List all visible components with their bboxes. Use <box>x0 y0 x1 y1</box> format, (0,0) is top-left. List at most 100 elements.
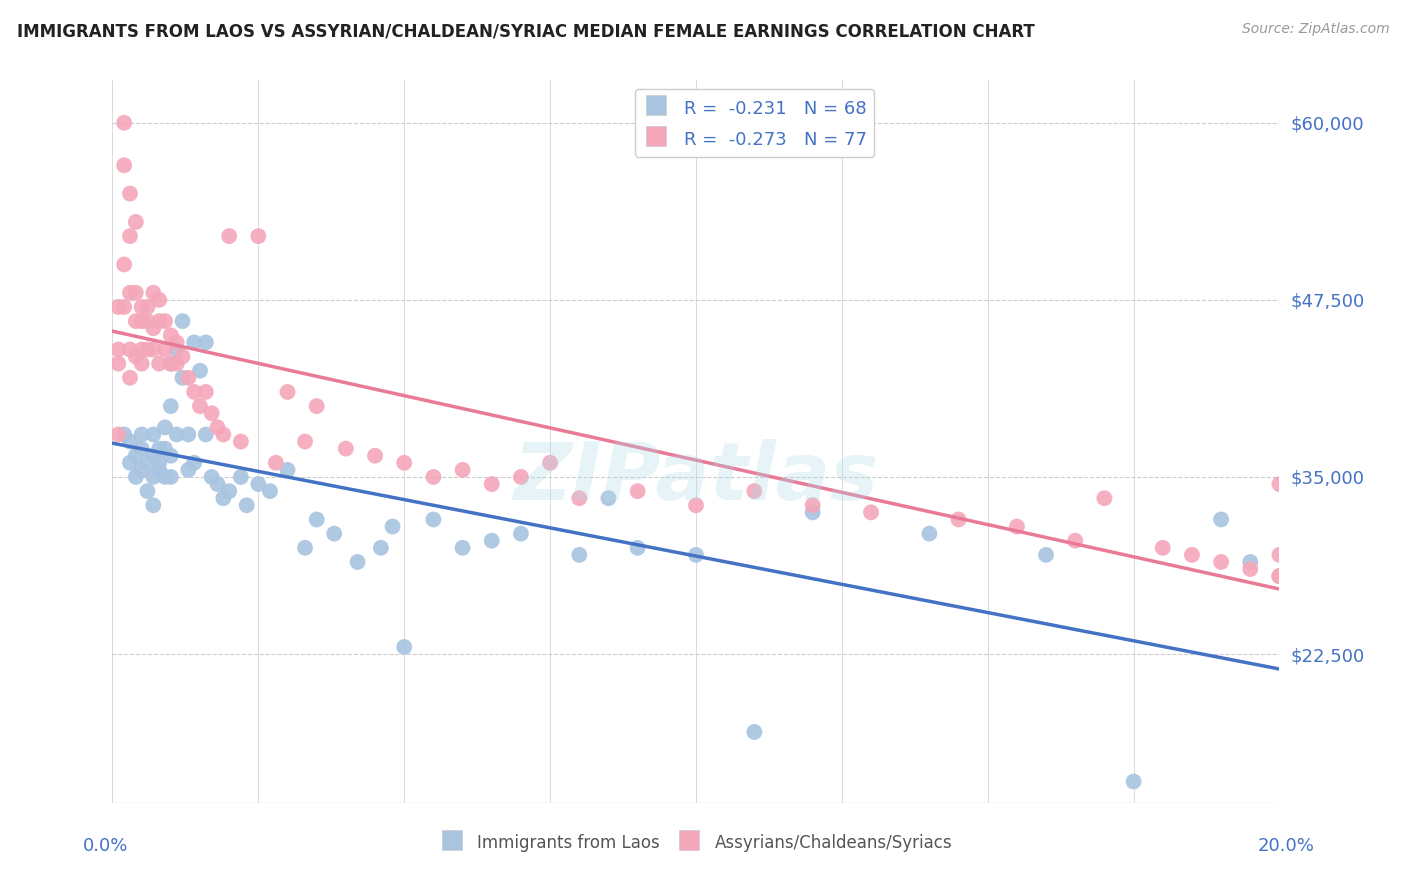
Point <box>112 257 135 271</box>
Point <box>1122 774 1144 789</box>
Point <box>568 548 591 562</box>
Point <box>394 456 416 470</box>
Point <box>153 470 176 484</box>
Point <box>264 456 287 470</box>
Point <box>142 343 165 357</box>
Point <box>118 186 141 201</box>
Point <box>481 533 503 548</box>
Point <box>294 541 316 555</box>
Point <box>172 314 194 328</box>
Text: ZIPatlas: ZIPatlas <box>513 439 879 516</box>
Point <box>112 300 135 314</box>
Point <box>685 498 707 512</box>
Point <box>451 463 474 477</box>
Point <box>148 357 170 371</box>
Point <box>207 420 229 434</box>
Point <box>1268 569 1291 583</box>
Point <box>148 456 170 470</box>
Point <box>218 229 240 244</box>
Text: 20.0%: 20.0% <box>1258 837 1315 855</box>
Point <box>259 484 281 499</box>
Text: Source: ZipAtlas.com: Source: ZipAtlas.com <box>1241 22 1389 37</box>
Point <box>142 470 165 484</box>
Point <box>194 427 217 442</box>
Text: 0.0%: 0.0% <box>83 837 128 855</box>
Point <box>207 477 229 491</box>
Point <box>1268 569 1291 583</box>
Point <box>1181 548 1204 562</box>
Point <box>685 548 707 562</box>
Point <box>598 491 620 506</box>
Point <box>742 484 765 499</box>
Point <box>481 477 503 491</box>
Point <box>125 350 148 364</box>
Point <box>212 427 235 442</box>
Point <box>276 384 298 399</box>
Point <box>305 512 328 526</box>
Point <box>118 343 141 357</box>
Point <box>107 300 129 314</box>
Point <box>131 300 153 314</box>
Point <box>125 314 148 328</box>
Point <box>142 321 165 335</box>
Point <box>112 158 135 172</box>
Point <box>1268 569 1291 583</box>
Point <box>235 498 257 512</box>
Point <box>918 526 941 541</box>
Point <box>148 293 170 307</box>
Point <box>172 350 194 364</box>
Point <box>247 229 270 244</box>
Point <box>153 420 176 434</box>
Point <box>948 512 970 526</box>
Point <box>801 498 824 512</box>
Point <box>172 371 194 385</box>
Point <box>370 541 392 555</box>
Point <box>1209 512 1232 526</box>
Point <box>194 384 217 399</box>
Point <box>131 343 153 357</box>
Point <box>107 427 129 442</box>
Point <box>1239 555 1261 569</box>
Point <box>201 406 224 420</box>
Point <box>1181 824 1204 838</box>
Point <box>422 470 444 484</box>
Point <box>136 343 159 357</box>
Point <box>118 434 141 449</box>
Point <box>118 371 141 385</box>
Point <box>742 725 765 739</box>
Point <box>107 357 129 371</box>
Point <box>142 427 165 442</box>
Point <box>148 314 170 328</box>
Point <box>1209 555 1232 569</box>
Text: IMMIGRANTS FROM LAOS VS ASSYRIAN/CHALDEAN/SYRIAC MEDIAN FEMALE EARNINGS CORRELAT: IMMIGRANTS FROM LAOS VS ASSYRIAN/CHALDEA… <box>17 22 1035 40</box>
Point <box>1239 562 1261 576</box>
Point <box>160 357 183 371</box>
Point <box>509 526 531 541</box>
Point <box>166 343 188 357</box>
Point <box>112 427 135 442</box>
Point <box>131 427 153 442</box>
Point <box>801 505 824 519</box>
Point <box>136 314 159 328</box>
Point <box>1064 533 1087 548</box>
Point <box>1005 519 1028 533</box>
Point <box>183 335 205 350</box>
Point <box>125 215 148 229</box>
Point <box>346 555 368 569</box>
Point <box>125 470 148 484</box>
Point <box>160 470 183 484</box>
Point <box>160 449 183 463</box>
Point <box>247 477 270 491</box>
Point <box>201 470 224 484</box>
Point <box>148 463 170 477</box>
Point <box>125 449 148 463</box>
Point <box>153 314 176 328</box>
Point <box>627 484 650 499</box>
Point <box>188 364 211 378</box>
Point <box>294 434 316 449</box>
Point <box>136 484 159 499</box>
Point <box>166 357 188 371</box>
Point <box>568 491 591 506</box>
Point <box>1094 491 1116 506</box>
Point <box>118 285 141 300</box>
